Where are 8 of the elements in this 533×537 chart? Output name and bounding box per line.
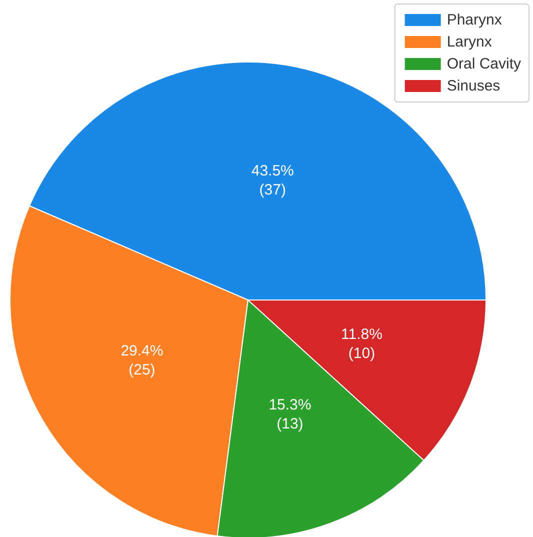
legend-label: Oral Cavity <box>446 56 522 72</box>
data-label: 43.5% (37) <box>251 162 294 199</box>
data-label: 11.8% (10) <box>341 326 382 362</box>
legend-label: Sinuses <box>446 78 500 94</box>
data-label: 29.4% (25) <box>120 342 164 378</box>
legend-label: Pharynx <box>446 12 502 28</box>
data-label: 15.3% (13) <box>268 396 312 433</box>
legend-label: Larynx <box>446 34 492 50</box>
